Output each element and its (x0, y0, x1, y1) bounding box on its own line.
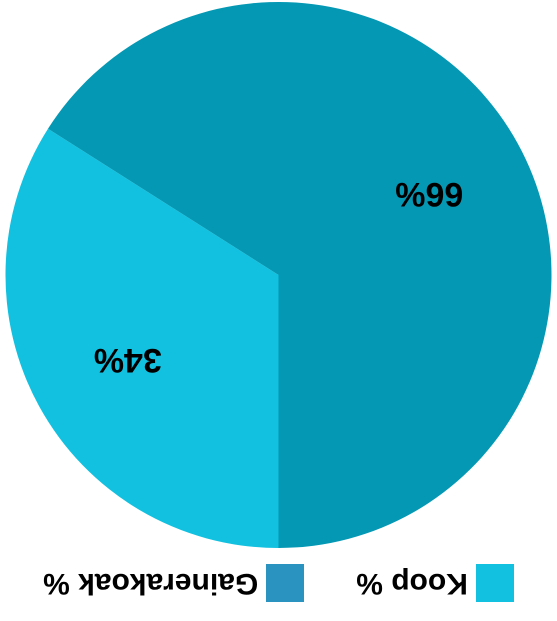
pie-slice-1 (47, 1, 552, 548)
legend-item-koop: Koop % (356, 564, 514, 602)
pie-slice-0 (5, 128, 279, 548)
pie-data-labels: 34% 66% (94, 175, 463, 379)
pie-data-label-0: 34% (94, 341, 162, 379)
legend-label-gainerakoak: Gainerakoak % (43, 567, 259, 600)
legend-item-gainerakoak: Gainerakoak % (43, 564, 305, 602)
legend-swatch-koop (475, 564, 514, 602)
pie-slices (5, 1, 552, 548)
pie-data-label-1: 66% (395, 175, 463, 213)
legend-swatch-gainerakoak (266, 564, 305, 602)
legend-label-koop: Koop % (356, 567, 468, 600)
legend: Koop % Gainerakoak % (0, 563, 557, 603)
